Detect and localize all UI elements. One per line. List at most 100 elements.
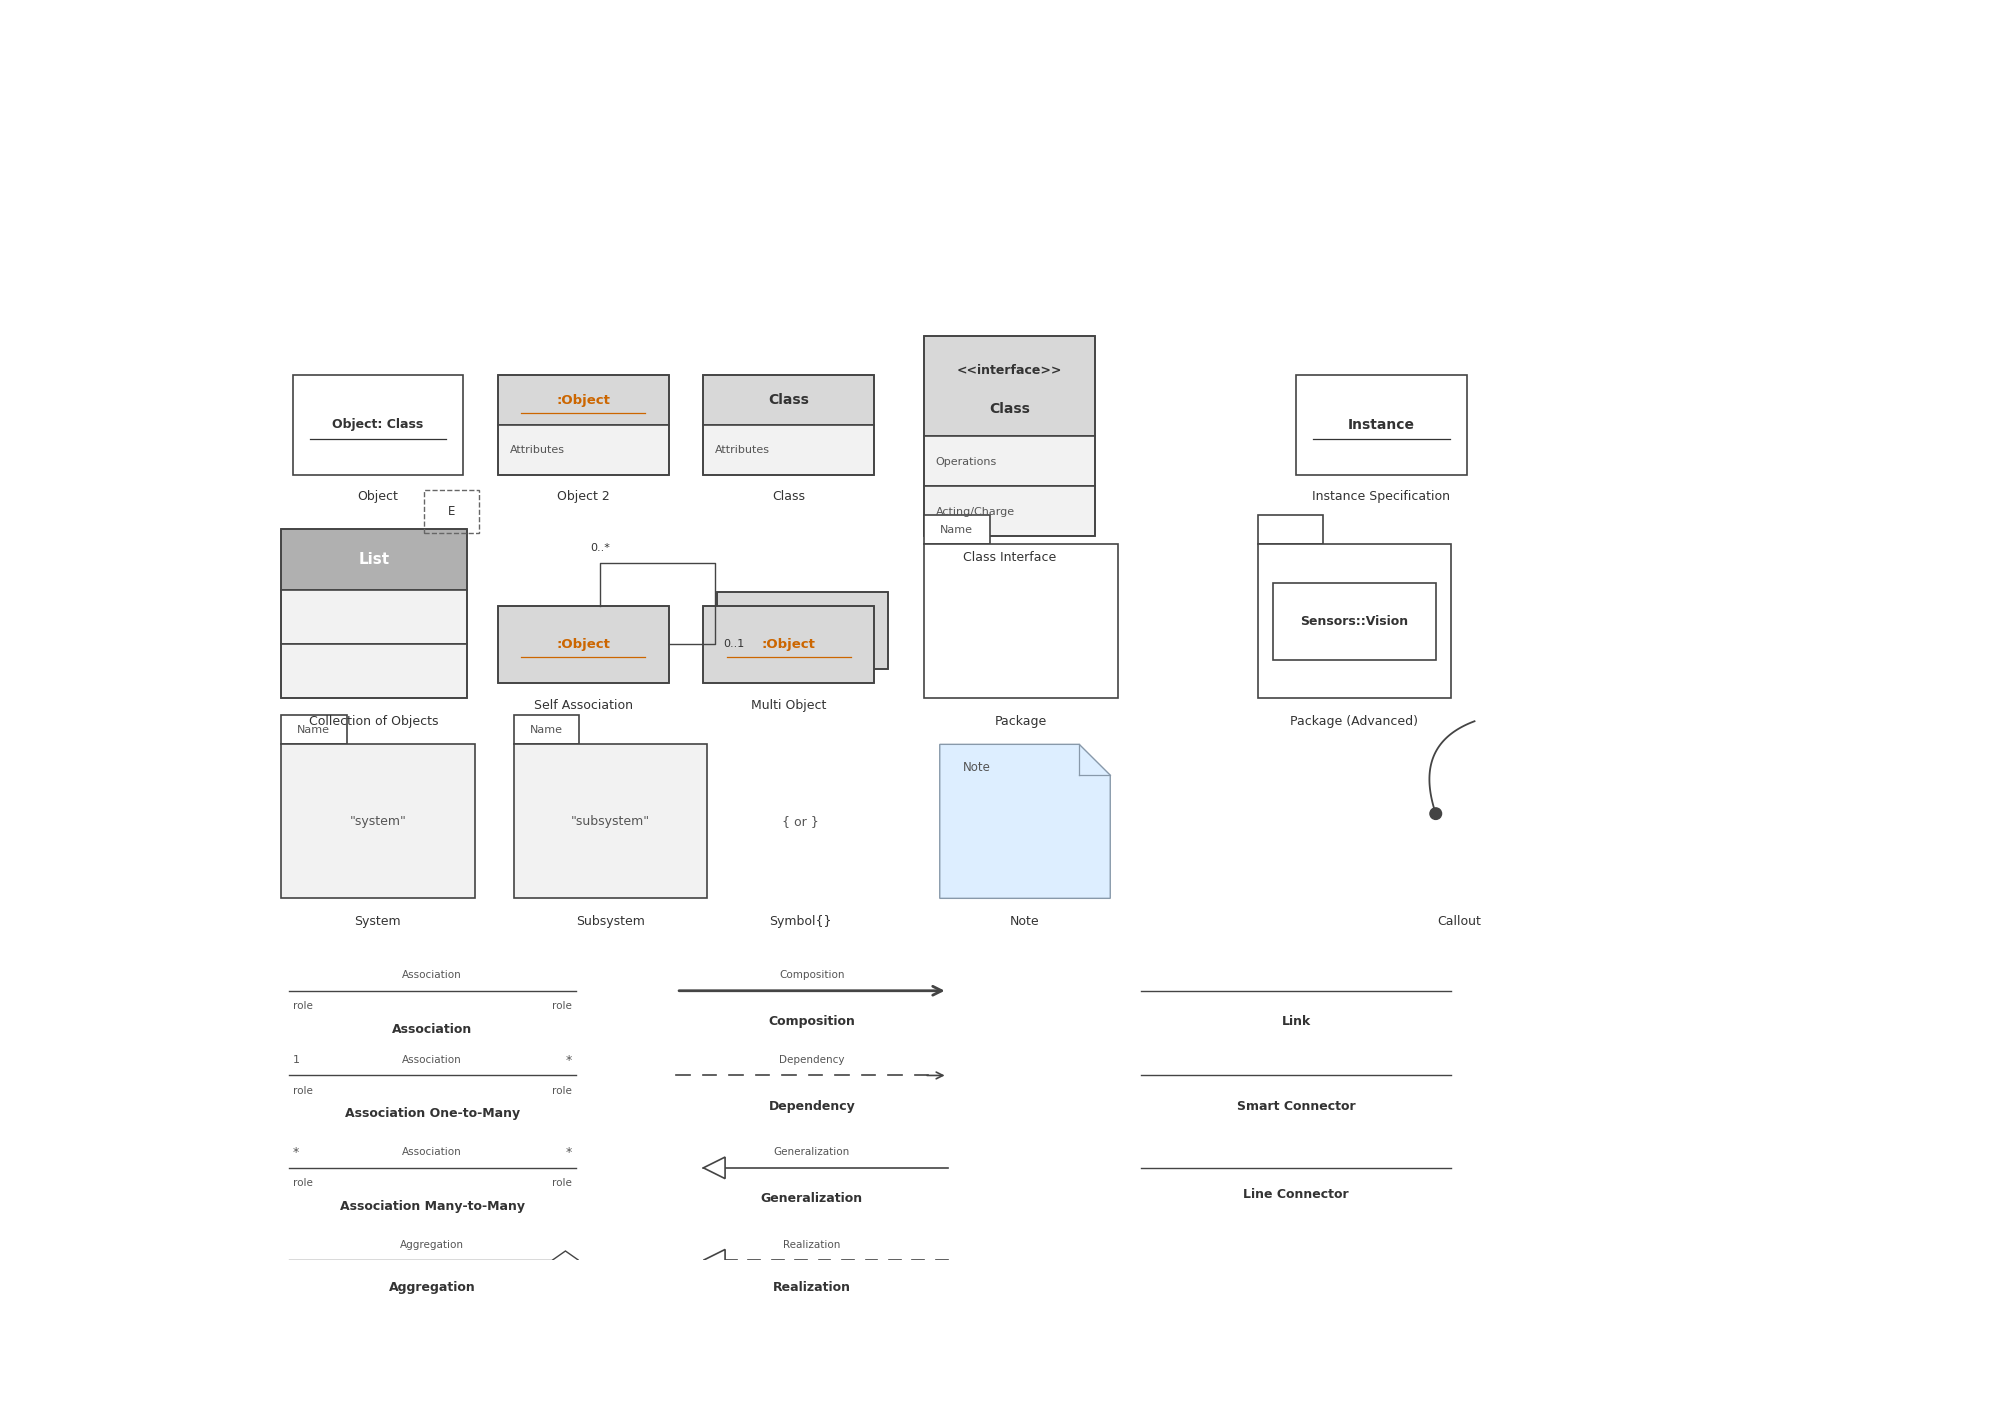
Text: Association: Association: [392, 1022, 472, 1035]
Text: Note: Note: [964, 760, 990, 775]
Bar: [514, 745, 708, 898]
Text: Operations: Operations: [936, 457, 998, 467]
Text: *: *: [566, 1146, 572, 1158]
Bar: [718, 592, 888, 668]
Text: Instance Specification: Instance Specification: [1312, 490, 1450, 503]
Bar: [924, 544, 1118, 698]
Text: Association: Association: [402, 1147, 462, 1157]
Text: Smart Connector: Smart Connector: [1236, 1100, 1356, 1113]
Text: role: role: [292, 1001, 312, 1011]
Text: Collection of Objects: Collection of Objects: [310, 715, 438, 728]
Bar: [1296, 375, 1466, 474]
Bar: [704, 425, 874, 474]
Text: Attributes: Attributes: [716, 445, 770, 455]
Bar: [280, 745, 474, 898]
Text: Sensors::Vision: Sensors::Vision: [1300, 615, 1408, 627]
Text: Association: Association: [402, 970, 462, 980]
Bar: [704, 375, 874, 474]
Text: { or }: { or }: [782, 814, 818, 828]
Text: Dependency: Dependency: [768, 1100, 856, 1113]
Text: Package (Advanced): Package (Advanced): [1290, 715, 1418, 728]
Text: Object: Object: [358, 490, 398, 503]
Bar: [292, 375, 464, 474]
Polygon shape: [704, 1157, 726, 1178]
Bar: [704, 375, 874, 425]
Text: role: role: [552, 1178, 572, 1188]
Text: Class: Class: [768, 394, 810, 408]
Text: Symbol{}: Symbol{}: [768, 915, 832, 927]
Text: Note: Note: [1010, 915, 1040, 927]
Text: Callout: Callout: [1438, 915, 1480, 927]
Text: Composition: Composition: [768, 1015, 856, 1028]
Bar: [514, 715, 580, 745]
Text: Realization: Realization: [772, 1280, 850, 1294]
Text: Class Interface: Class Interface: [962, 551, 1056, 565]
Text: role: role: [292, 1086, 312, 1096]
Text: Association One-to-Many: Association One-to-Many: [344, 1107, 520, 1120]
Text: *: *: [292, 1146, 298, 1158]
Text: 1: 1: [292, 1055, 300, 1065]
Bar: [718, 592, 888, 668]
Bar: [924, 486, 1094, 537]
Text: Multi Object: Multi Object: [750, 700, 826, 712]
Text: :Object: :Object: [556, 637, 610, 651]
Text: Package: Package: [996, 715, 1048, 728]
Text: Name: Name: [298, 725, 330, 735]
Bar: [924, 515, 990, 544]
Text: Self Association: Self Association: [534, 700, 632, 712]
Text: E: E: [448, 506, 456, 518]
Text: role: role: [552, 1001, 572, 1011]
Polygon shape: [552, 1250, 578, 1270]
Text: Class: Class: [772, 490, 806, 503]
Bar: [704, 606, 874, 683]
Bar: [924, 336, 1094, 537]
Bar: [1258, 515, 1324, 544]
Bar: [498, 606, 668, 683]
Text: Class: Class: [990, 402, 1030, 416]
Text: 0..1: 0..1: [724, 639, 744, 650]
Bar: [280, 528, 468, 698]
Text: Realization: Realization: [784, 1240, 840, 1250]
Bar: [1258, 544, 1452, 698]
Text: Name: Name: [940, 524, 974, 534]
Bar: [280, 590, 468, 644]
Bar: [498, 375, 668, 474]
Text: role: role: [552, 1086, 572, 1096]
Text: Object 2: Object 2: [556, 490, 610, 503]
Text: System: System: [354, 915, 402, 927]
Bar: [280, 715, 346, 745]
Text: "system": "system": [350, 814, 406, 828]
Text: 0..*: 0..*: [590, 542, 610, 554]
Text: Aggregation: Aggregation: [400, 1240, 464, 1250]
Text: Association: Association: [402, 1055, 462, 1065]
Circle shape: [1430, 809, 1442, 820]
Text: role: role: [292, 1178, 312, 1188]
Text: "subsystem": "subsystem": [570, 814, 650, 828]
Text: Dependency: Dependency: [780, 1055, 844, 1065]
Bar: [280, 644, 468, 698]
Bar: [924, 336, 1094, 436]
Bar: [704, 606, 874, 683]
Bar: [424, 490, 478, 532]
Bar: [498, 425, 668, 474]
Text: Attributes: Attributes: [510, 445, 564, 455]
Text: Instance: Instance: [1348, 418, 1416, 432]
Bar: [498, 606, 668, 683]
Text: Generalization: Generalization: [774, 1147, 850, 1157]
Text: Object: Class: Object: Class: [332, 418, 424, 432]
Polygon shape: [940, 745, 1110, 898]
Text: Aggregation: Aggregation: [388, 1280, 476, 1294]
Text: Name: Name: [530, 725, 562, 735]
Text: *: *: [566, 1054, 572, 1066]
Text: <<interface>>: <<interface>>: [956, 364, 1062, 378]
Text: Generalization: Generalization: [760, 1192, 862, 1205]
Bar: [498, 375, 668, 425]
Polygon shape: [704, 1249, 726, 1272]
Text: List: List: [358, 552, 390, 566]
Bar: [280, 528, 468, 590]
Bar: [924, 436, 1094, 486]
Text: :Object: :Object: [762, 637, 816, 651]
Text: Line Connector: Line Connector: [1244, 1188, 1350, 1201]
Text: :Object: :Object: [556, 394, 610, 406]
Text: Composition: Composition: [780, 970, 844, 980]
